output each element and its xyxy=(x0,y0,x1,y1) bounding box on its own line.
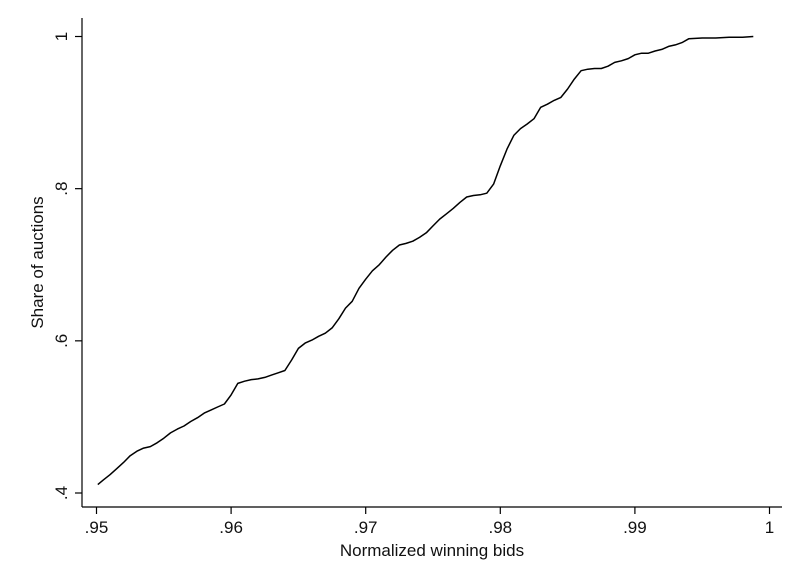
y-tick-label: 1 xyxy=(52,32,71,41)
y-tick-label: .8 xyxy=(52,182,71,196)
x-axis-title: Normalized winning bids xyxy=(340,541,524,560)
series xyxy=(97,35,754,486)
axes xyxy=(81,18,782,508)
y-ticks: .4 .6 .8 1 xyxy=(52,32,82,500)
y-axis-title: Share of auctions xyxy=(28,196,47,328)
x-tick-label: .96 xyxy=(219,518,243,537)
x-tick-label: .99 xyxy=(623,518,647,537)
y-tick-label: .6 xyxy=(52,334,71,348)
y-tick-label: .4 xyxy=(52,486,71,500)
x-tick-label: 1 xyxy=(765,518,774,537)
x-tick-label: .98 xyxy=(488,518,512,537)
series-line-0 xyxy=(97,35,754,486)
x-tick-label: .97 xyxy=(354,518,378,537)
x-ticks: .95 .96 .97 .98 .99 1 xyxy=(85,507,774,537)
x-tick-label: .95 xyxy=(85,518,109,537)
